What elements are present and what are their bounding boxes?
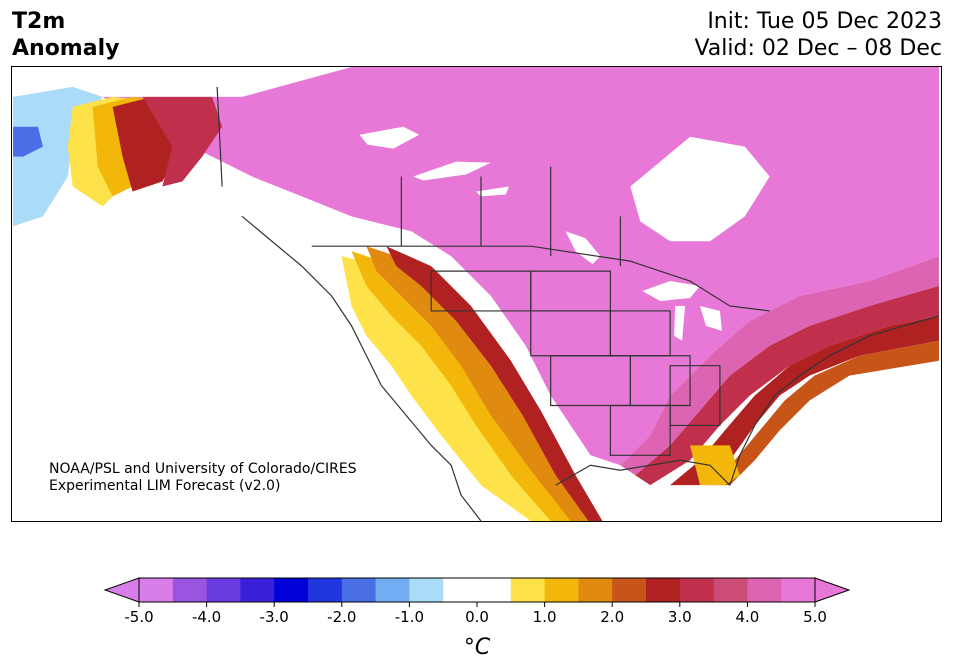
title-line-1: T2m (12, 9, 66, 34)
us-state-7 (609, 404, 671, 456)
colorbar-tick-label: -2.0 (327, 608, 356, 626)
colorbar-bin (646, 578, 681, 602)
colorbar-tick-label: 4.0 (735, 608, 759, 626)
colorbar-bin (477, 578, 512, 602)
colorbar-bin (274, 578, 309, 602)
colorbar-bin (240, 578, 275, 602)
map-title: T2m Anomaly (12, 8, 119, 62)
band-crimson-east (635, 286, 939, 486)
map-canvas (13, 67, 940, 521)
colorbar-svg: -5.0 -4.0 -3.0 -2.0 -1.0 0.0 1.0 2.0 3.0 4.0 5.0 °C (103, 577, 851, 660)
east-coastline (729, 315, 940, 486)
colorbar-bin (375, 578, 410, 602)
colorbar-bin (443, 578, 478, 602)
lake-huron (700, 305, 722, 331)
band-blue-alaska (13, 126, 43, 157)
us-state-6 (629, 355, 691, 407)
anomaly-map (11, 66, 942, 522)
title-line-2: Anomaly (12, 36, 120, 61)
credit-line-2: Experimental LIM Forecast (v2.0) (49, 478, 281, 494)
lake-athabasca (476, 186, 509, 197)
band-pink-east (620, 256, 939, 476)
colorbar-bin (781, 578, 816, 602)
colorbar-bin (612, 578, 647, 602)
band-crimson-alaska (142, 96, 223, 187)
colorbar-extend-high (814, 577, 851, 603)
lake-great-bear (359, 126, 420, 149)
colorbar-bin (679, 578, 715, 602)
colorbar-tick-label: -4.0 (192, 608, 221, 626)
band-darkred-east (670, 315, 939, 486)
band-orange-west (366, 246, 596, 521)
hudson-bay (630, 136, 770, 242)
colorbar: -5.0 -4.0 -3.0 -2.0 -1.0 0.0 1.0 2.0 3.0 4.0 5.0 °C (0, 570, 954, 671)
colorbar-tick-label: -3.0 (260, 608, 289, 626)
colorbar-bin (308, 578, 343, 602)
init-date: Init: Tue 05 Dec 2023 (707, 9, 942, 34)
us-canada-border (311, 245, 770, 312)
lake-michigan (674, 305, 686, 341)
colorbar-bin (139, 578, 174, 602)
lake-superior (642, 281, 701, 301)
colorbar-tick-label: 1.0 (533, 608, 557, 626)
lake-great-slave (413, 161, 491, 181)
colorbar-bin (510, 578, 546, 602)
gulf-coastline (555, 459, 731, 486)
colorbar-tick-label: -5.0 (124, 608, 153, 626)
colorbar-tick-label: 3.0 (668, 608, 692, 626)
forecast-dates: Init: Tue 05 Dec 2023 Valid: 02 Dec – 08… (694, 8, 942, 62)
colorbar-bin (341, 578, 377, 602)
colorbar-bin (409, 578, 444, 602)
colorbar-bin (172, 578, 208, 602)
colorbar-bin (206, 578, 241, 602)
colorbar-bin (747, 578, 782, 602)
valid-range: Valid: 02 Dec – 08 Dec (694, 36, 942, 61)
colorbar-unit: °C (464, 635, 491, 660)
band-amber-florida (690, 445, 740, 486)
colorbar-tick-label: 0.0 (465, 608, 489, 626)
colorbar-extend-low (103, 577, 140, 603)
credit-line-1: NOAA/PSL and University of Colorado/CIRE… (49, 461, 357, 477)
band-darkred-west (386, 246, 603, 521)
us-state-8 (669, 365, 721, 427)
colorbar-bin (544, 578, 579, 602)
credit-text: NOAA/PSL and University of Colorado/CIRE… (49, 461, 357, 495)
colorbar-bin (578, 578, 613, 602)
colorbar-tick-label: 5.0 (803, 608, 827, 626)
borders (216, 86, 940, 521)
west-coastline (241, 215, 482, 521)
alaska-border (216, 86, 223, 187)
colorbar-bin (713, 578, 748, 602)
colorbar-tick-label: -1.0 (395, 608, 424, 626)
colorbar-tick-label: 2.0 (600, 608, 624, 626)
